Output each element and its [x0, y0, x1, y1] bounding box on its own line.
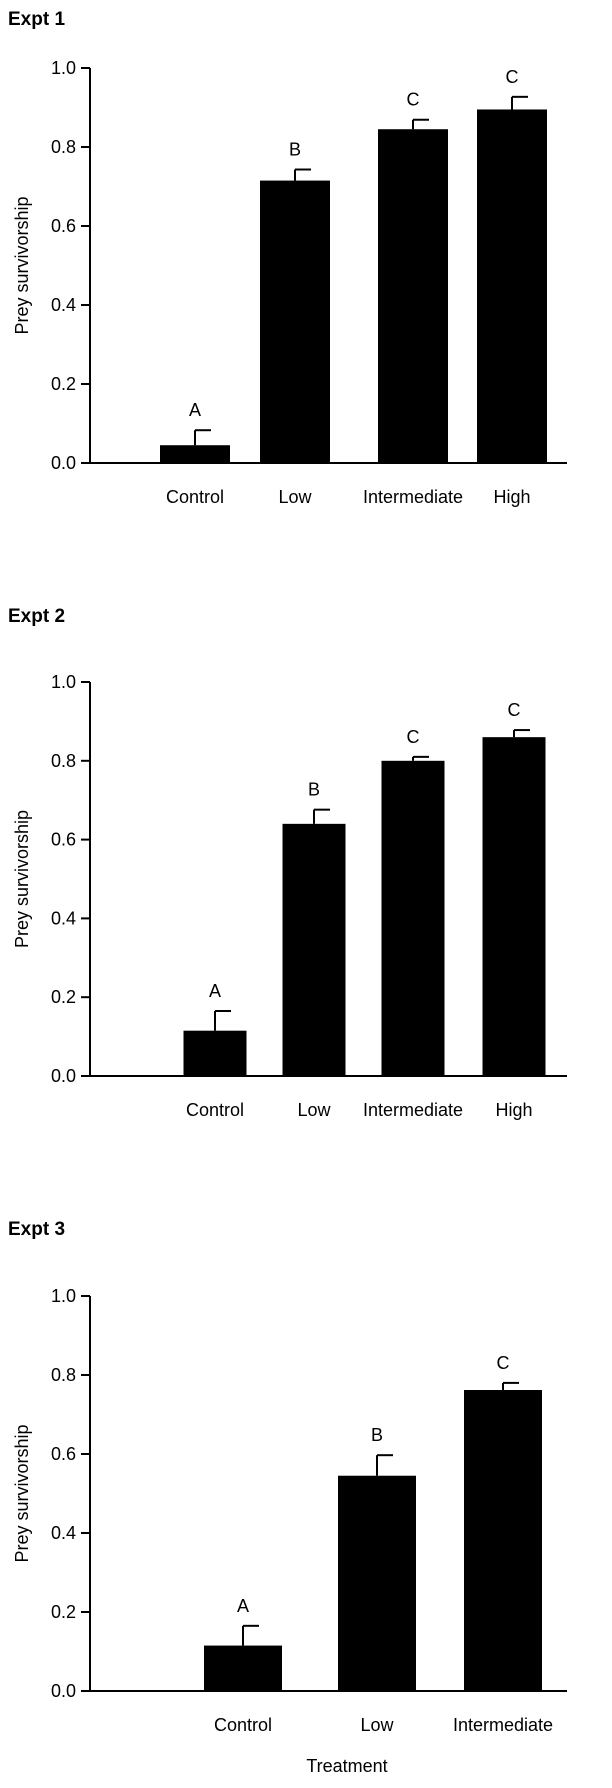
y-tick-label: 1.0: [51, 1286, 76, 1306]
significance-letter: A: [209, 981, 221, 1001]
chart-panel-1: Expt 1 Prey survivorship 0.0 0.2 0.4 0.6 0.8 1.…: [8, 9, 567, 507]
bar: [482, 737, 546, 1076]
significance-letter: B: [308, 780, 320, 800]
y-tick-label: 0.6: [51, 830, 76, 850]
y-tick-label: 0.6: [51, 216, 76, 236]
bar: [183, 1030, 247, 1076]
x-tick-label: High: [493, 487, 530, 507]
y-tick-label: 0.2: [51, 1602, 76, 1622]
chart-title: Expt 3: [8, 1219, 65, 1240]
x-tick-label: Control: [186, 1100, 244, 1120]
significance-letter: C: [506, 67, 519, 87]
significance-letter: C: [497, 1353, 510, 1373]
y-axis-label: Prey survivorship: [12, 810, 32, 948]
y-axis-label: Prey survivorship: [12, 196, 32, 334]
x-tick-label: Intermediate: [453, 1715, 553, 1735]
y-tick-label: 0.4: [51, 908, 76, 928]
bar: [477, 109, 547, 463]
bar: [381, 760, 445, 1076]
significance-letter: A: [237, 1596, 249, 1616]
chart-panel-2: Expt 2 Prey survivorship 0.0 0.2 0.4 0.6 0.8 1.…: [8, 606, 567, 1120]
x-tick-label: High: [495, 1100, 532, 1120]
y-tick-label: 0.4: [51, 1523, 76, 1543]
bar: [378, 129, 448, 463]
bar: [260, 180, 330, 463]
y-tick-label: 0.8: [51, 137, 76, 157]
x-tick-label: Low: [360, 1715, 394, 1735]
x-tick-label: Control: [214, 1715, 272, 1735]
bar: [204, 1645, 282, 1691]
x-tick-label: Intermediate: [363, 487, 463, 507]
bar: [160, 445, 230, 463]
chart-title: Expt 2: [8, 606, 65, 627]
y-tick-label: 0.0: [51, 1681, 76, 1701]
x-tick-label: Low: [297, 1100, 331, 1120]
y-tick-label: 0.6: [51, 1444, 76, 1464]
x-tick-label: Control: [166, 487, 224, 507]
y-tick-label: 0.2: [51, 374, 76, 394]
significance-letter: C: [508, 700, 521, 720]
y-tick-label: 0.0: [51, 453, 76, 473]
x-tick-label: Intermediate: [363, 1100, 463, 1120]
y-tick-label: 0.8: [51, 751, 76, 771]
y-tick-label: 0.0: [51, 1066, 76, 1086]
y-tick-label: 0.4: [51, 295, 76, 315]
y-tick-label: 0.8: [51, 1365, 76, 1385]
y-tick-label: 0.2: [51, 987, 76, 1007]
y-tick-label: 1.0: [51, 672, 76, 692]
x-tick-label: Low: [278, 487, 312, 507]
significance-letter: A: [189, 400, 201, 420]
y-tick-label: 1.0: [51, 58, 76, 78]
significance-letter: B: [289, 140, 301, 160]
chart-panels: Expt 1 Prey survivorship 0.0 0.2 0.4 0.6 0.8 1.…: [8, 9, 567, 1735]
significance-letter: B: [371, 1425, 383, 1445]
chart-panel-3: Expt 3 Prey survivorship 0.0 0.2 0.4 0.6 0.8 1.…: [8, 1219, 567, 1735]
bar: [464, 1390, 542, 1691]
y-axis-label: Prey survivorship: [12, 1424, 32, 1562]
bar: [338, 1475, 416, 1691]
significance-letter: C: [407, 727, 420, 747]
significance-letter: C: [407, 90, 420, 110]
x-axis-title: Treatment: [306, 1756, 387, 1776]
bar: [282, 823, 346, 1076]
chart-title: Expt 1: [8, 9, 65, 30]
